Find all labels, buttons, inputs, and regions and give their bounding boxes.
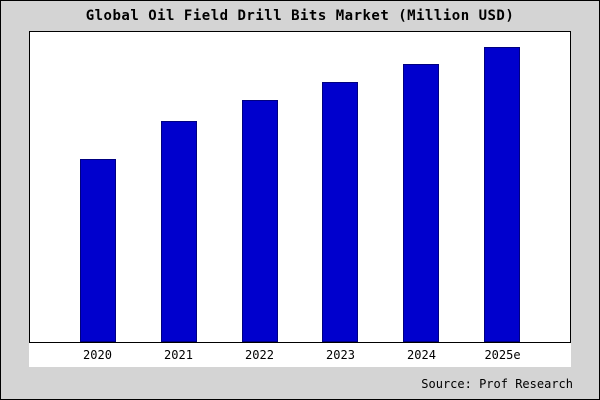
x-tick-2022: 2022: [245, 348, 274, 362]
bar-2020: [80, 158, 117, 342]
bar-cell-2023: [300, 32, 381, 342]
x-tick-2023: 2023: [326, 348, 355, 362]
bar-2025e: [483, 46, 520, 342]
chart-title: Global Oil Field Drill Bits Market (Mill…: [85, 8, 515, 24]
bar-2024: [403, 64, 440, 342]
bar-2022: [241, 99, 278, 342]
bar-cell-2025e: [461, 32, 542, 342]
bar-2023: [322, 82, 359, 342]
x-tick-2020: 2020: [83, 348, 112, 362]
bar-cell-2024: [381, 32, 462, 342]
plot-area: [29, 31, 571, 343]
bar-2021: [161, 120, 197, 342]
source-text: Source: Prof Research: [421, 377, 573, 391]
x-tick-2024: 2024: [407, 348, 436, 362]
x-tick-2025e: 2025e: [484, 348, 521, 362]
bar-cell-2021: [139, 32, 220, 342]
x-axis-labels: 2020 2021 2022 2023 2024 2025e: [29, 343, 571, 367]
bar-cell-2022: [219, 32, 300, 342]
bar-cell-2020: [58, 32, 139, 342]
chart-panel: 2020 2021 2022 2023 2024 2025e: [29, 31, 571, 367]
x-tick-2021: 2021: [164, 348, 193, 362]
